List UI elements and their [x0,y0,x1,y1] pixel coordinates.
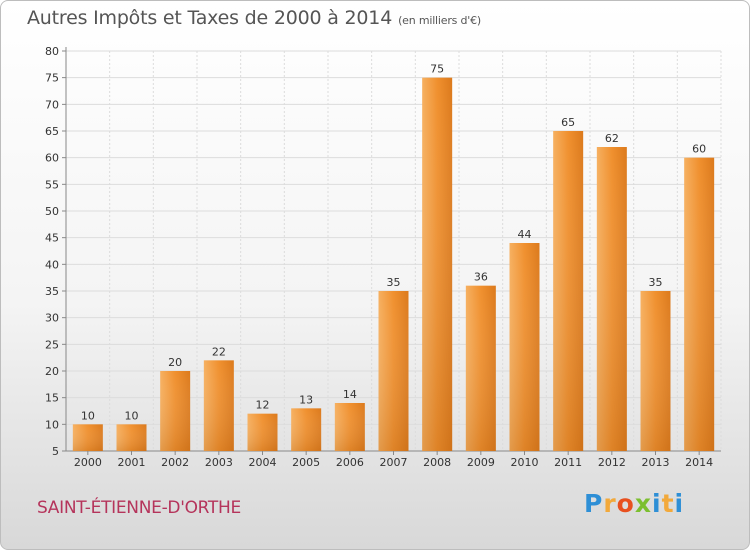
logo-letter: o [616,489,635,518]
y-tick-label: 40 [45,258,59,271]
logo-letter: P [584,489,604,518]
x-tick-label: 2014 [685,456,713,469]
y-tick-label: 55 [45,178,59,191]
bar-value-label: 62 [605,132,619,145]
y-tick-label: 50 [45,205,59,218]
y-tick-label: 65 [45,125,59,138]
bar-value-label: 65 [561,116,575,129]
bar-shade [684,157,715,451]
x-tick-label: 2008 [423,456,451,469]
bar-value-label: 44 [518,228,532,241]
bar-value-label: 10 [81,409,95,422]
bar-value-label: 35 [387,276,401,289]
bar-shade [291,408,322,451]
bar-shade [596,147,627,451]
logo-letter: t [661,489,675,518]
bar-shade [116,424,147,451]
x-tick-label: 2001 [118,456,146,469]
bar-value-label: 14 [343,388,357,401]
x-tick-label: 2013 [642,456,670,469]
x-tick-label: 2007 [380,456,408,469]
bar-shade [465,285,496,451]
bar-value-label: 20 [168,356,182,369]
bar-shade [378,291,409,451]
bar-shade [334,403,365,451]
y-tick-label: 80 [45,45,59,58]
bar-shade [203,360,234,451]
bar-shade [509,243,540,451]
x-tick-label: 2003 [205,456,233,469]
bar-value-label: 36 [474,271,488,284]
y-tick-label: 30 [45,312,59,325]
y-tick-label: 35 [45,285,59,298]
commune-name: SAINT-ÉTIENNE-D'ORTHE [37,498,241,518]
proxiti-logo[interactable]: Proxiti [584,489,684,518]
bar-shade [640,291,671,451]
x-tick-label: 2006 [336,456,364,469]
y-tick-labels: 5 10 15 20 25 30 35 40 45 50 55 60 65 70 75 80 [45,45,59,458]
bar-value-label: 60 [692,143,706,156]
chart-title: Autres Impôts et Taxes de 2000 à 2014 (en… [27,7,481,29]
y-tick-label: 60 [45,152,59,165]
bar-shade [72,424,103,451]
x-tick-label: 2005 [292,456,320,469]
y-tick-label: 5 [52,445,59,458]
bar-value-label: 13 [299,393,313,406]
x-tick-label: 2011 [554,456,582,469]
bar-shade [553,131,584,451]
bar-shade [422,77,453,452]
x-tick-label: 2004 [249,456,277,469]
bar-value-label: 35 [649,276,663,289]
logo-letter: i [674,489,685,518]
x-tick-label: 2012 [598,456,626,469]
x-tick-label: 2000 [74,456,102,469]
x-tick-label: 2010 [511,456,539,469]
y-tick-label: 20 [45,365,59,378]
y-tick-label: 45 [45,232,59,245]
title-text: Autres Impôts et Taxes de 2000 à 2014 [27,7,393,29]
logo-letter: x [634,489,652,518]
bar-shade [160,371,191,451]
bar-value-label: 12 [256,399,270,412]
bars [72,77,715,452]
chart-subtitle: (en milliers d'€) [398,14,481,27]
y-tick-label: 25 [45,338,59,351]
x-tick-labels: 2000 2001 2002 2003 2004 2005 2006 2007 2008 2009… [74,456,713,469]
bar-value-label: 10 [125,409,139,422]
x-tick-label: 2002 [161,456,189,469]
bar-value-label: 75 [430,63,444,76]
bar-value-label: 22 [212,345,226,358]
logo-letter: i [652,489,662,518]
y-tick-label: 15 [45,392,59,405]
x-tick-label: 2009 [467,456,495,469]
y-tick-label: 10 [45,418,59,431]
y-tick-label: 75 [45,72,59,85]
bar-value-labels: 10 10 20 22 12 13 14 35 75 36 44 65 62 35 60 [81,63,706,423]
y-tick-label: 70 [45,98,59,111]
logo-letter: r [603,489,617,518]
bar-shade [247,413,278,451]
